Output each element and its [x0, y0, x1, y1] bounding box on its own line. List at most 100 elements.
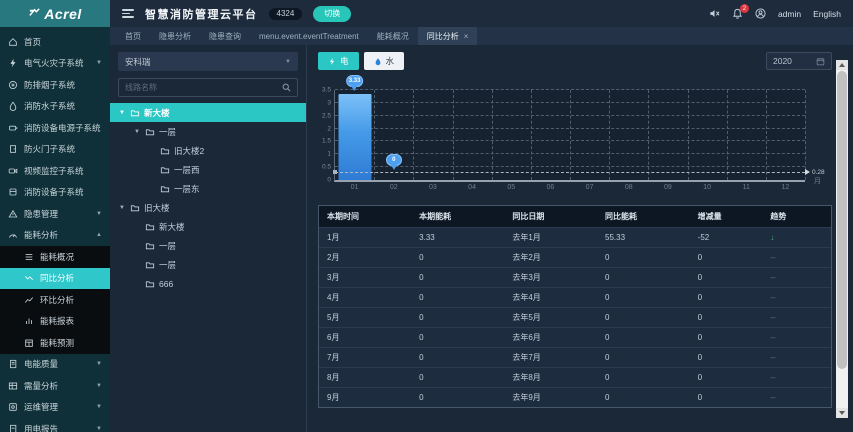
- sidebar-item[interactable]: 消防设备子系统: [0, 182, 110, 204]
- username-label[interactable]: admin: [777, 8, 802, 19]
- tab-label: menu.event.eventTreatment: [259, 31, 359, 41]
- top-header: Acrel 智慧消防管理云平台 4324 切换 2 admin English: [0, 0, 853, 27]
- y-axis-tick-label: 0: [327, 176, 331, 184]
- tabbar: 首页 隐患分析 隐患查询 menu.event.eventTreatment 能耗概况同…: [110, 27, 853, 45]
- table-icon: [8, 381, 18, 391]
- grid-line-v: [805, 90, 806, 180]
- x-axis-tick-label: 10: [703, 184, 711, 191]
- tree-node[interactable]: ▼ 旧大楼: [110, 198, 306, 217]
- tree-node[interactable]: ▼ 新大楼: [110, 103, 306, 122]
- tree-node[interactable]: 666: [110, 274, 306, 293]
- project-count-badge: 4324: [268, 7, 303, 20]
- grid-line-v: [530, 90, 532, 180]
- organization-select[interactable]: 安科瑞 ▼: [118, 52, 298, 71]
- scrollbar-thumb[interactable]: [837, 71, 847, 369]
- tab-item[interactable]: 首页: [116, 27, 150, 45]
- tree-node[interactable]: ▼ 一层: [110, 122, 306, 141]
- sidebar-item[interactable]: 用电报告 ▼: [0, 418, 110, 432]
- tree-node[interactable]: 新大楼: [110, 217, 306, 236]
- search-icon[interactable]: [282, 83, 291, 92]
- sidebar-item-label: 运维管理: [24, 402, 59, 413]
- tab-item[interactable]: 隐患查询: [200, 27, 250, 45]
- trend-icon: [24, 273, 34, 283]
- sidebar-item-label: 消防水子系统: [24, 101, 76, 112]
- droplet-icon: [8, 101, 18, 112]
- x-axis-tick-label: 05: [507, 184, 516, 191]
- vertical-scrollbar[interactable]: [836, 60, 848, 418]
- tab-item[interactable]: 同比分析 ×: [417, 27, 478, 45]
- table-row: 9月 0 去年9月 0 0 --: [319, 387, 831, 407]
- y-axis-tick-label: 1.5: [321, 137, 331, 145]
- sidebar-item[interactable]: 需量分析 ▼: [0, 375, 110, 397]
- sidebar-item[interactable]: 能耗分析 ▲: [0, 225, 110, 247]
- table-row: 1月 3.33 去年1月 55.33 -52 ↓: [319, 227, 831, 247]
- chevron-down-icon: ▼: [285, 58, 291, 65]
- sidebar-nav: 首页 电气火灾子系统 ▼ 防排烟子系统消防水子系统消防设备电源子系统 防火门子系统 视频监…: [0, 27, 110, 432]
- trend-flat-label: --: [770, 313, 776, 322]
- tab-label: 隐患分析: [159, 31, 191, 41]
- line-search-input[interactable]: [125, 83, 278, 92]
- tree-node[interactable]: 一层: [110, 236, 306, 255]
- sidebar-subitem[interactable]: 环比分析: [0, 289, 110, 311]
- x-axis-tick-label: 03: [429, 184, 437, 191]
- table-cell: 0: [697, 253, 703, 262]
- tree-node[interactable]: 一层东: [110, 179, 306, 198]
- tree-node[interactable]: 旧大楼2: [110, 141, 306, 160]
- sidebar-subitem[interactable]: 能耗报表: [0, 311, 110, 333]
- sidebar-item[interactable]: 运维管理 ▼: [0, 397, 110, 419]
- x-axis-tick-label: 06: [546, 184, 555, 191]
- trend-flat-label: --: [770, 293, 776, 302]
- folder-icon: [145, 279, 155, 289]
- tab-close-icon[interactable]: ×: [463, 31, 469, 41]
- language-switch[interactable]: English: [813, 8, 841, 19]
- table-header-cell: 趋势: [770, 212, 787, 221]
- energy-toolbar: 电 水 2020: [318, 52, 832, 70]
- sidebar-item[interactable]: 视频监控子系统: [0, 160, 110, 182]
- tree-node[interactable]: 一层西: [110, 160, 306, 179]
- table-cell: 0: [419, 313, 424, 322]
- user-avatar-icon[interactable]: [755, 8, 766, 19]
- speaker-mute-icon[interactable]: [709, 8, 720, 19]
- tree-node-label: 一层: [159, 126, 177, 137]
- sidebar-item[interactable]: 电气火灾子系统 ▼: [0, 53, 110, 75]
- table-header-cell: 本期时间: [327, 212, 359, 221]
- menu-collapse-icon[interactable]: [122, 9, 134, 18]
- tab-item[interactable]: 能耗概况: [368, 27, 418, 45]
- yoy-table: 本期时间 本期能耗 同比日期 同比能耗 增减量 趋势 1月 3.33 去年1月 55.33 -52…: [318, 205, 832, 408]
- water-tab-button[interactable]: 水: [363, 52, 405, 70]
- table-cell: 8月: [327, 373, 340, 382]
- sidebar-item[interactable]: 消防设备电源子系统: [0, 117, 110, 139]
- sidebar-item[interactable]: 消防水子系统: [0, 96, 110, 118]
- sidebar-item[interactable]: 防排烟子系统: [0, 74, 110, 96]
- year-picker[interactable]: 2020: [766, 52, 832, 70]
- sidebar-item-label: 隐患管理: [24, 208, 59, 219]
- tab-item[interactable]: menu.event.eventTreatment: [250, 27, 368, 45]
- switch-button[interactable]: 切换: [313, 5, 352, 22]
- notification-bell-icon[interactable]: 2: [732, 4, 749, 19]
- scrollbar-down-arrow[interactable]: [836, 408, 848, 418]
- sidebar-item[interactable]: 首页: [0, 31, 110, 53]
- tab-item[interactable]: 隐患分析: [150, 27, 200, 45]
- chevron-down-icon: ▼: [96, 60, 102, 67]
- sidebar-subitem[interactable]: 能耗概况: [0, 246, 110, 268]
- table-cell: 0: [419, 253, 424, 262]
- trend-cell: --: [762, 268, 831, 287]
- scrollbar-up-arrow[interactable]: [836, 60, 848, 70]
- box-icon: [8, 187, 18, 197]
- tab-label: 隐患查询: [209, 31, 241, 41]
- sidebar-item[interactable]: 隐患管理 ▼: [0, 203, 110, 225]
- sidebar-submenu: 能耗概况 同比分析 环比分析 能耗报表 能耗预测: [0, 246, 110, 354]
- table-cell: 0: [605, 293, 610, 302]
- table-cell: 0: [605, 373, 610, 382]
- electric-tab-button[interactable]: 电: [318, 52, 359, 70]
- sidebar-item[interactable]: 电能质量 ▼: [0, 354, 110, 376]
- tree-node[interactable]: 一层: [110, 255, 306, 274]
- sidebar-subitem[interactable]: 同比分析: [0, 267, 110, 289]
- sidebar-subitem[interactable]: 能耗预测: [0, 332, 110, 354]
- sidebar-item[interactable]: 防火门子系统: [0, 139, 110, 161]
- grid-line-v: [726, 90, 728, 180]
- tab-label: 同比分析: [426, 31, 459, 41]
- table-cell: 0: [697, 313, 703, 322]
- trend-down-arrow-icon: ↓: [770, 233, 775, 242]
- average-line: 0.28: [332, 169, 825, 176]
